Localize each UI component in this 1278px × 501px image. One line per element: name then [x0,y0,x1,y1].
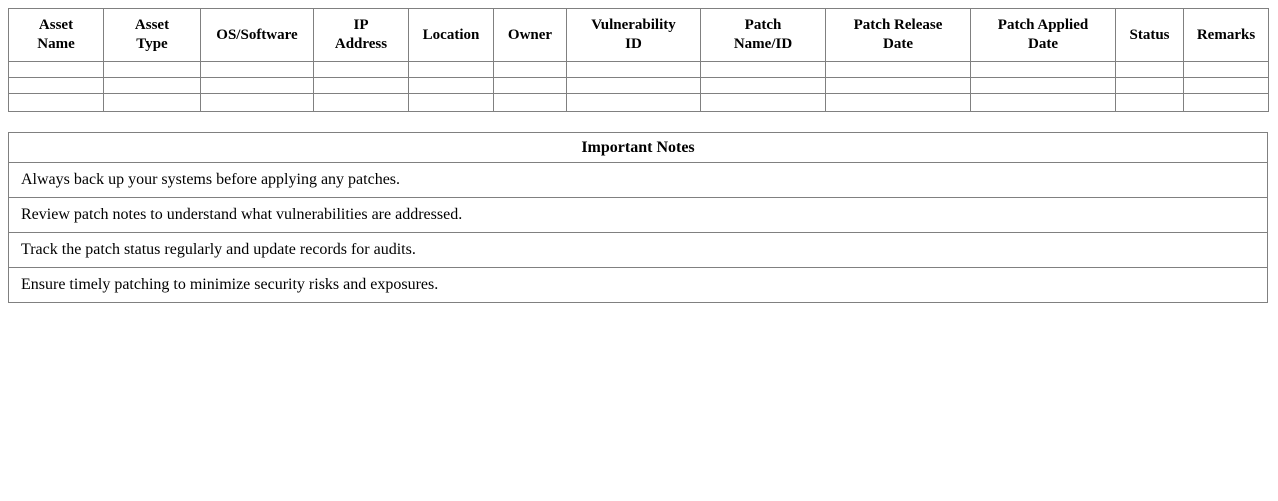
note-row: Ensure timely patching to minimize secur… [8,267,1268,303]
empty-cell [970,93,1116,112]
empty-cell [825,93,971,112]
empty-cell [103,61,201,78]
col-header-asset-type: Asset Type [103,8,201,62]
empty-cell [493,61,567,78]
note-text: Always back up your systems before apply… [8,162,1268,198]
empty-cell [700,77,826,94]
empty-cell [566,93,701,112]
patch-table-empty-row [8,61,1269,78]
patch-table-empty-row [8,77,1269,94]
col-header-ip-address: IP Address [313,8,409,62]
empty-cell [1183,93,1269,112]
empty-cell [313,61,409,78]
empty-cell [825,61,971,78]
col-header-owner: Owner [493,8,567,62]
patch-tracking-table: Asset Name Asset Type OS/Software IP Add… [8,8,1269,112]
col-header-vulnerability-id: Vulnerability ID [566,8,701,62]
note-text: Review patch notes to understand what vu… [8,197,1268,233]
empty-cell [493,93,567,112]
empty-cell [313,77,409,94]
empty-cell [700,93,826,112]
empty-cell [493,77,567,94]
col-header-remarks: Remarks [1183,8,1269,62]
empty-cell [970,77,1116,94]
patch-table-empty-row [8,93,1269,112]
col-header-patch-applied-date: Patch Applied Date [970,8,1116,62]
empty-cell [566,61,701,78]
note-text: Track the patch status regularly and upd… [8,232,1268,268]
note-text: Ensure timely patching to minimize secur… [8,267,1268,303]
notes-table-body: Always back up your systems before apply… [8,162,1268,303]
empty-cell [8,93,104,112]
col-header-location: Location [408,8,494,62]
empty-cell [200,77,314,94]
notes-header-row: Important Notes [8,132,1268,163]
empty-cell [103,77,201,94]
empty-cell [8,77,104,94]
patch-table-header-row: Asset Name Asset Type OS/Software IP Add… [8,8,1269,62]
important-notes-table: Important Notes Always back up your syst… [8,132,1268,303]
col-header-patch-release-date: Patch Release Date [825,8,971,62]
empty-cell [408,61,494,78]
empty-cell [408,77,494,94]
empty-cell [1183,61,1269,78]
empty-cell [103,93,201,112]
empty-cell [1115,77,1184,94]
empty-cell [200,93,314,112]
page: Asset Name Asset Type OS/Software IP Add… [8,8,1269,303]
empty-cell [1115,93,1184,112]
empty-cell [700,61,826,78]
note-row: Track the patch status regularly and upd… [8,232,1268,268]
empty-cell [970,61,1116,78]
notes-title: Important Notes [8,132,1268,163]
col-header-status: Status [1115,8,1184,62]
empty-cell [1183,77,1269,94]
empty-cell [8,61,104,78]
col-header-asset-name: Asset Name [8,8,104,62]
empty-cell [408,93,494,112]
col-header-patch-name-id: Patch Name/ID [700,8,826,62]
empty-cell [566,77,701,94]
note-row: Review patch notes to understand what vu… [8,197,1268,233]
patch-table-body [8,61,1269,112]
empty-cell [200,61,314,78]
col-header-os-software: OS/Software [200,8,314,62]
empty-cell [313,93,409,112]
empty-cell [1115,61,1184,78]
empty-cell [825,77,971,94]
note-row: Always back up your systems before apply… [8,162,1268,198]
